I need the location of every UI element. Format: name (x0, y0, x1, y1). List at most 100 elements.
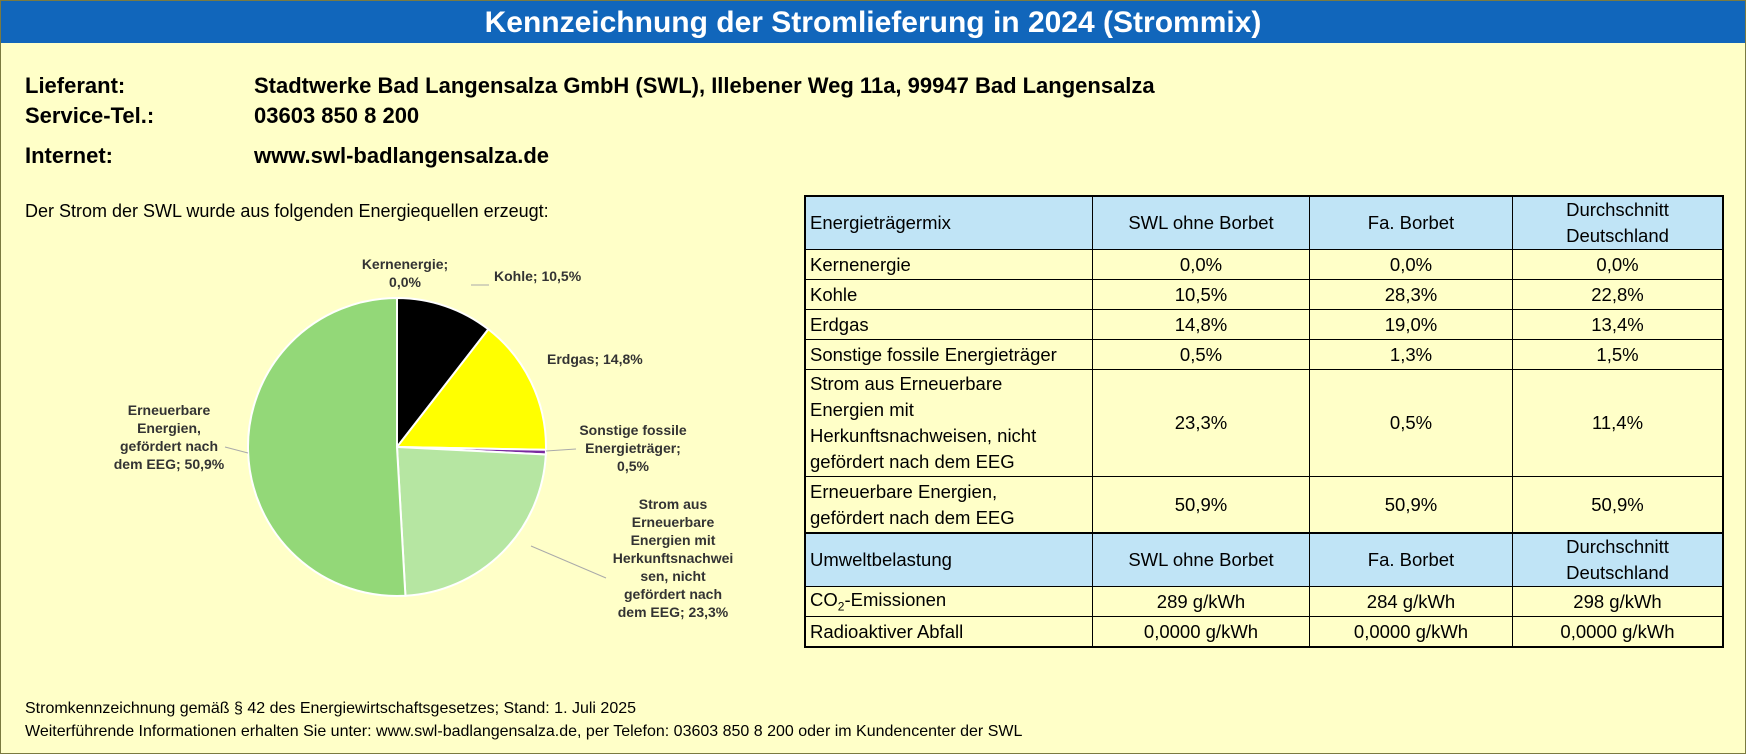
waste-value-swl: 0,0000 g/kWh (1092, 616, 1310, 648)
supplier-label: Lieferant: (25, 73, 126, 98)
pie-label: Kernenergie; 0,0% (362, 256, 448, 290)
pie-label-line: dem EEG; 50,9% (114, 456, 225, 472)
row-value-swl: 50,9% (1092, 476, 1310, 534)
row-value-de: 1,5% (1512, 339, 1724, 370)
energy-mix-table: Energieträgermix SWL ohne Borbet Fa. Bor… (804, 195, 1724, 648)
pie-label-line: gefördert nach (624, 586, 722, 602)
pie-label: Strom aus Erneuerbare Energien mit Herkunft… (613, 496, 734, 620)
row-label: Kohle (804, 279, 1093, 310)
page-title: Kennzeichnung der Stromlieferung in 2024… (1, 1, 1745, 43)
row-value-swl: 10,5% (1092, 279, 1310, 310)
table-row: CO2-Emissionen 289 g/kWh 284 g/kWh 298 g… (804, 586, 1724, 617)
mix-header-de: Durchschnitt Deutschland (1512, 195, 1724, 250)
pie-leader-line (530, 545, 607, 579)
internet-value: www.swl-badlangensalza.de (254, 143, 550, 168)
pie-label-line: Erdgas; 14,8% (547, 351, 643, 367)
footer-line-2: Weiterführende Informationen erhalten Si… (25, 723, 1023, 740)
table-row: Erneuerbare Energien, gefördert nach dem… (804, 476, 1724, 534)
mix-header-swl: SWL ohne Borbet (1092, 195, 1310, 250)
pie-label-line: Erneuerbare (632, 514, 715, 530)
pie-label-line: Sonstige fossile (579, 422, 687, 438)
pie-slice (396, 296, 490, 450)
env-header-swl: SWL ohne Borbet (1092, 532, 1310, 587)
env-header-de-line1: Durchschnitt (1566, 536, 1669, 557)
pie-label-line: Herkunftsnachwei (613, 550, 734, 566)
waste-value-borbet: 0,0000 g/kWh (1309, 616, 1513, 648)
row-value-swl: 0,5% (1092, 339, 1310, 370)
env-header-de-line2: Deutschland (1566, 562, 1669, 583)
co2-value-swl: 289 g/kWh (1092, 586, 1310, 617)
row-value-borbet: 0,0% (1309, 249, 1513, 280)
row-label-line: gefördert nach dem EEG (810, 451, 1015, 472)
row-label: Sonstige fossile Energieträger (804, 339, 1093, 370)
row-value-borbet: 19,0% (1309, 309, 1513, 340)
row-value-borbet: 28,3% (1309, 279, 1513, 310)
row-label-line: gefördert nach dem EEG (810, 506, 1015, 528)
co2-prefix: CO (810, 589, 838, 611)
pie-label: Sonstige fossile Energieträger; 0,5% (579, 422, 687, 474)
pie-label-line: Energieträger; (585, 440, 681, 456)
row-label: Strom aus Erneuerbare Energien mit Herku… (804, 369, 1093, 477)
table-row: Erdgas 14,8% 19,0% 13,4% (804, 309, 1724, 340)
mix-header-de-line2: Deutschland (1566, 225, 1669, 246)
table-row: Radioaktiver Abfall 0,0000 g/kWh 0,0000 … (804, 616, 1724, 648)
pie-label: Kohle; 10,5% (494, 268, 582, 284)
pie-label-line: 0,5% (617, 458, 649, 474)
pie-label: Erneuerbare Energien, gefördert nach dem EE… (114, 402, 225, 472)
env-header-borbet: Fa. Borbet (1309, 532, 1513, 587)
row-value-de: 11,4% (1512, 369, 1724, 477)
row-value-de: 13,4% (1512, 309, 1724, 340)
pie-slice (247, 296, 407, 597)
pie-label-line: sen, nicht (640, 568, 706, 584)
row-value-de: 22,8% (1512, 279, 1724, 310)
pie-label-line: gefördert nach (120, 438, 218, 454)
row-value-borbet: 0,5% (1309, 369, 1513, 477)
supplier-value: Stadtwerke Bad Langensalza GmbH (SWL), I… (254, 73, 1155, 98)
row-label: Erdgas (804, 309, 1093, 340)
pie-label-line: dem EEG; 23,3% (618, 604, 729, 620)
row-label: Erneuerbare Energien, gefördert nach dem… (804, 476, 1093, 534)
co2-value-borbet: 284 g/kWh (1309, 586, 1513, 617)
mix-header-de-line1: Durchschnitt (1566, 199, 1669, 220)
table-row: Kernenergie 0,0% 0,0% 0,0% (804, 249, 1724, 280)
env-header-de: Durchschnitt Deutschland (1512, 532, 1724, 587)
phone-label: Service-Tel.: (25, 103, 155, 128)
mix-header-row: Energieträgermix SWL ohne Borbet Fa. Bor… (804, 195, 1724, 250)
co2-suffix: -Emissionen (844, 589, 947, 611)
env-header-row: Umweltbelastung SWL ohne Borbet Fa. Borb… (804, 532, 1724, 587)
row-value-de: 50,9% (1512, 476, 1724, 534)
pie-label-line: Energien mit (631, 532, 716, 548)
waste-label: Radioaktiver Abfall (804, 616, 1093, 648)
pie-label-line: Erneuerbare (128, 402, 211, 418)
env-header-label: Umweltbelastung (804, 532, 1093, 587)
mix-header-label: Energieträgermix (804, 195, 1093, 250)
footer-line-1: Stromkennzeichnung gemäß § 42 des Energi… (25, 700, 637, 717)
pie-label-line: Energien, (137, 420, 201, 436)
pie-chart: Kernenergie; 0,0% Kohle; 10,5% Erdgas; 14,8… (114, 256, 734, 620)
co2-subscript: 2 (837, 599, 845, 614)
table-row: Strom aus Erneuerbare Energien mit Herku… (804, 369, 1724, 477)
row-value-de: 0,0% (1512, 249, 1724, 280)
row-label: Kernenergie (804, 249, 1093, 280)
pie-label-line: 0,0% (389, 274, 421, 290)
table-row: Sonstige fossile Energieträger 0,5% 1,3%… (804, 339, 1724, 370)
table-row: Kohle 10,5% 28,3% 22,8% (804, 279, 1724, 310)
row-label-line: Herkunftsnachweisen, nicht (810, 425, 1037, 446)
row-value-swl: 0,0% (1092, 249, 1310, 280)
pie-leader-line (545, 448, 577, 452)
pie-slice (394, 327, 547, 451)
row-value-swl: 23,3% (1092, 369, 1310, 477)
row-value-borbet: 50,9% (1309, 476, 1513, 534)
pie-slice (395, 445, 547, 597)
pie-label: Erdgas; 14,8% (547, 351, 643, 367)
row-label-line: Erneuerbare Energien, (810, 480, 998, 502)
row-value-swl: 14,8% (1092, 309, 1310, 340)
phone-value: 03603 850 8 200 (254, 103, 420, 128)
co2-label: CO2-Emissionen (804, 586, 1093, 617)
intro-text: Der Strom der SWL wurde aus folgenden En… (25, 201, 549, 221)
row-label-line: Strom aus Erneuerbare (810, 373, 1003, 394)
pie-label-line: Kohle; 10,5% (494, 268, 582, 284)
row-label-line: Energien mit (810, 399, 914, 420)
pie-leader-line (224, 446, 249, 454)
